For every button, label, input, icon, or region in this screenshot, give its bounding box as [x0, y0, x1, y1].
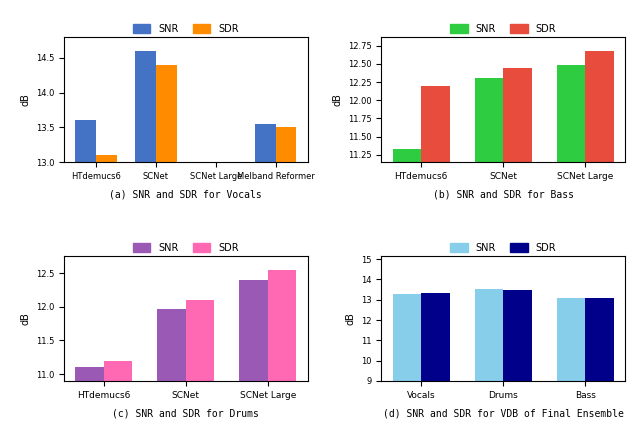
Bar — [474, 289, 503, 433]
X-axis label: (a) SNR and SDR for Vocals: (a) SNR and SDR for Vocals — [109, 189, 262, 199]
X-axis label: (c) SNR and SDR for Drums: (c) SNR and SDR for Drums — [113, 408, 259, 418]
Bar — [585, 51, 614, 433]
Bar — [392, 149, 421, 433]
Y-axis label: dB: dB — [20, 312, 30, 325]
Legend: SNR, SDR: SNR, SDR — [446, 239, 560, 256]
Bar — [75, 120, 96, 433]
Y-axis label: dB: dB — [346, 312, 356, 325]
Bar — [557, 65, 585, 433]
Bar — [268, 270, 296, 433]
Bar — [216, 176, 237, 433]
Y-axis label: dB: dB — [332, 94, 342, 106]
Bar — [276, 127, 296, 433]
Bar — [156, 65, 177, 433]
Bar — [135, 51, 156, 433]
X-axis label: (d) SNR and SDR for VDB of Final Ensemble: (d) SNR and SDR for VDB of Final Ensembl… — [383, 408, 623, 418]
Legend: SNR, SDR: SNR, SDR — [129, 239, 243, 256]
Y-axis label: dB: dB — [20, 94, 30, 106]
Bar — [503, 68, 532, 433]
Legend: SNR, SDR: SNR, SDR — [129, 20, 243, 38]
Bar — [96, 155, 117, 433]
Bar — [104, 361, 132, 433]
Bar — [157, 309, 186, 433]
Bar — [421, 293, 450, 433]
Bar — [585, 298, 614, 433]
Bar — [557, 298, 585, 433]
Bar — [474, 78, 503, 433]
X-axis label: (b) SNR and SDR for Bass: (b) SNR and SDR for Bass — [433, 189, 573, 199]
Bar — [186, 300, 214, 433]
Legend: SNR, SDR: SNR, SDR — [446, 20, 560, 38]
Bar — [503, 290, 532, 433]
Bar — [195, 169, 216, 433]
Bar — [255, 124, 276, 433]
Bar — [239, 280, 268, 433]
Bar — [75, 368, 104, 433]
Bar — [421, 86, 450, 433]
Bar — [392, 294, 421, 433]
